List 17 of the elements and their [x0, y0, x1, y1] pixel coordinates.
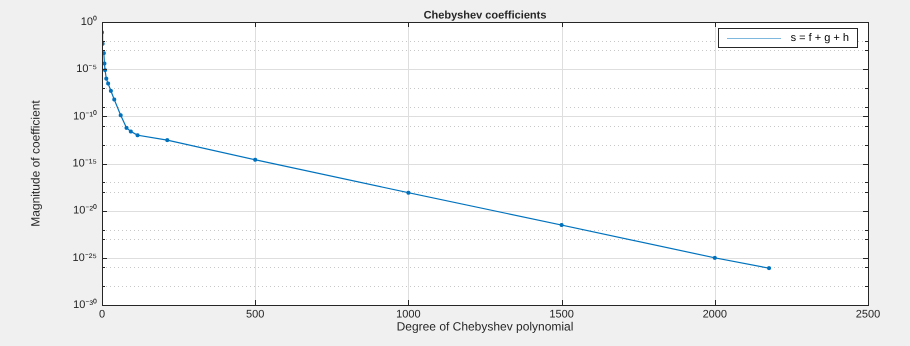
x-tick-label: 0 [98, 308, 106, 321]
x-tick-label: 2000 [702, 308, 728, 321]
y-tick-label: 10⁰ [80, 15, 97, 28]
y-tick-label: 10⁻⁵ [76, 63, 97, 76]
y-tick-label: 10⁻³⁰ [73, 298, 97, 312]
y-axis-title: Magnitude of coefficient [28, 100, 42, 227]
x-axis-title: Degree of Chebyshev polynomial [396, 319, 574, 334]
y-tick-label: 10⁻¹⁵ [72, 158, 97, 170]
x-tick-label: 500 [246, 308, 264, 321]
x-tick-label: 1000 [396, 308, 421, 321]
y-tick-label: 10⁻²⁰ [73, 204, 97, 217]
legend-label: s = f + g + h [790, 32, 849, 44]
y-tick-label: 10⁻¹⁰ [73, 109, 97, 122]
x-tick-label: 2500 [856, 308, 880, 321]
y-tick-label: 10⁻²⁵ [72, 252, 97, 264]
chart-title: Chebyshev coefficients [424, 10, 546, 22]
x-tick-label: 1500 [549, 308, 574, 321]
